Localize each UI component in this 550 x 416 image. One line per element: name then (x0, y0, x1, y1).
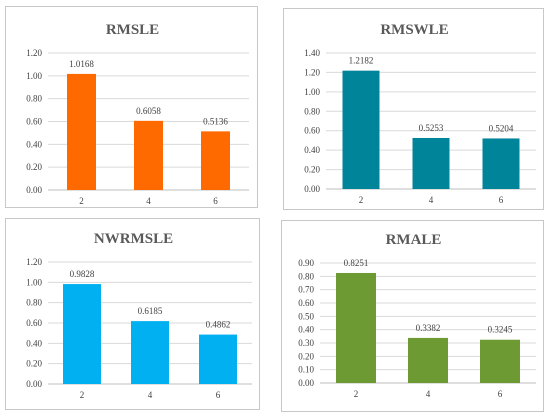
rmswle-y-tick-label: 0.60 (304, 126, 320, 136)
chart-panel-nwrmsle: NWRMSLE 0.00 0.20 0.40 0.60 0.80 1.00 1.20 0.982… (5, 218, 260, 410)
nwrmsle-y-tick-label: 0.60 (26, 318, 42, 328)
rmsle-bar-4 (134, 120, 163, 190)
rmale-data-label: 0.3382 (416, 323, 441, 333)
chart-rmswle: RMSWLE 0.00 0.20 0.40 0.60 0.80 1.00 1.20 1.40 1.… (304, 22, 536, 205)
nwrmsle-x-tick-label: 4 (148, 390, 153, 400)
chart-panel-rmswle: RMSWLE 0.00 0.20 0.40 0.60 0.80 1.00 1.20 1.40 1.… (283, 8, 544, 210)
nwrmsle-data-label: 0.4862 (206, 320, 231, 330)
rmswle-x-tick-label: 2 (359, 195, 364, 205)
rmale-x-tick-label: 2 (354, 389, 359, 399)
rmswle-x-tick-label: 6 (499, 195, 504, 205)
chart-nwrmsle: NWRMSLE 0.00 0.20 0.40 0.60 0.80 1.00 1.20 0.982… (26, 231, 252, 400)
rmale-bar-4 (408, 337, 448, 383)
rmsle-x-tick-label: 2 (79, 196, 84, 206)
rmswle-bar-4 (412, 137, 450, 189)
rmsle-y-tick-label: 0.20 (26, 162, 42, 172)
rmsle-y-tick-label: 0.40 (26, 139, 42, 149)
rmsle-bar-2 (67, 73, 96, 190)
rmsle-y-tick-label: 0.60 (26, 117, 42, 127)
rmale-y-tick-label: 0.90 (298, 258, 314, 268)
nwrmsle-y-tick-label: 0.80 (26, 298, 42, 308)
nwrmsle-y-tick-label: 1.00 (26, 277, 42, 287)
rmale-y-tick-label: 0.50 (298, 311, 314, 321)
rmale-y-tick-label: 0.20 (298, 351, 314, 361)
nwrmsle-bar-2 (63, 284, 101, 384)
rmale-bar-6 (480, 339, 520, 383)
rmsle-chart-title: RMSLE (106, 22, 159, 38)
rmale-y-tick-label: 0.60 (298, 298, 314, 308)
rmale-bar-2 (336, 272, 376, 383)
rmale-data-label: 0.3245 (488, 325, 513, 335)
nwrmsle-x-tick-label: 6 (216, 390, 221, 400)
rmale-y-tick-label: 0.80 (298, 271, 314, 281)
nwrmsle-data-label: 0.9828 (70, 269, 95, 279)
rmswle-bar-2 (342, 70, 380, 189)
rmale-x-tick-label: 6 (498, 389, 503, 399)
rmswle-bar-6 (482, 138, 520, 189)
nwrmsle-y-tick-label: 0.40 (26, 338, 42, 348)
rmsle-data-label: 0.6058 (136, 106, 161, 116)
rmale-y-tick-label: 0.10 (298, 365, 314, 375)
rmswle-data-label: 0.5253 (419, 123, 444, 133)
rmale-y-tick-label: 0.00 (298, 378, 314, 388)
rmale-y-tick-label: 0.30 (298, 338, 314, 348)
rmsle-data-label: 0.5136 (203, 116, 228, 126)
rmsle-x-tick-label: 6 (213, 196, 218, 206)
rmswle-data-label: 0.5204 (489, 123, 514, 133)
nwrmsle-data-label: 0.6185 (138, 306, 163, 316)
rmswle-chart-title: RMSWLE (380, 22, 448, 38)
rmsle-y-tick-label: 0.80 (26, 94, 42, 104)
rmswle-y-tick-label: 1.00 (304, 87, 320, 97)
rmswle-y-tick-label: 1.40 (304, 48, 320, 58)
rmswle-y-tick-label: 0.80 (304, 106, 320, 116)
rmsle-x-tick-label: 4 (146, 196, 151, 206)
rmsle-y-tick-label: 1.20 (26, 48, 42, 58)
nwrmsle-chart-title: NWRMSLE (94, 231, 173, 247)
rmsle-data-label: 1.0168 (69, 59, 94, 69)
nwrmsle-y-tick-label: 0.00 (26, 379, 42, 389)
rmale-x-tick-label: 4 (426, 389, 431, 399)
rmswle-data-label: 1.2182 (349, 56, 374, 66)
nwrmsle-bar-4 (131, 321, 169, 384)
nwrmsle-y-tick-label: 0.20 (26, 359, 42, 369)
nwrmsle-bar-6 (199, 334, 237, 384)
nwrmsle-x-tick-label: 2 (80, 390, 85, 400)
chart-rmale: RMALE 0.00 0.10 0.20 0.30 0.40 0.50 0.60 0.70 0.8… (298, 232, 536, 399)
rmale-y-tick-label: 0.40 (298, 325, 314, 335)
rmswle-y-tick-label: 0.40 (304, 145, 320, 155)
rmswle-y-tick-label: 1.20 (304, 67, 320, 77)
rmsle-bar-6 (201, 131, 230, 190)
rmswle-x-tick-label: 4 (429, 195, 434, 205)
rmale-y-tick-label: 0.70 (298, 285, 314, 295)
chart-panel-rmsle: RMSLE 0.00 0.20 0.40 0.60 0.80 1.00 1.20 1.0168 2… (5, 6, 258, 208)
chart-panel-rmale: RMALE 0.00 0.10 0.20 0.30 0.40 0.50 0.60 0.70 0.8… (281, 220, 544, 412)
rmswle-y-tick-label: 0.00 (304, 184, 320, 194)
rmsle-y-tick-label: 1.00 (26, 71, 42, 81)
rmsle-y-tick-label: 0.00 (26, 185, 42, 195)
chart-rmsle: RMSLE 0.00 0.20 0.40 0.60 0.80 1.00 1.20 1.0168 2… (26, 22, 249, 206)
rmale-chart-title: RMALE (386, 232, 442, 248)
rmswle-y-tick-label: 0.20 (304, 165, 320, 175)
nwrmsle-y-tick-label: 1.20 (26, 257, 42, 267)
rmale-data-label: 0.8251 (344, 258, 369, 268)
